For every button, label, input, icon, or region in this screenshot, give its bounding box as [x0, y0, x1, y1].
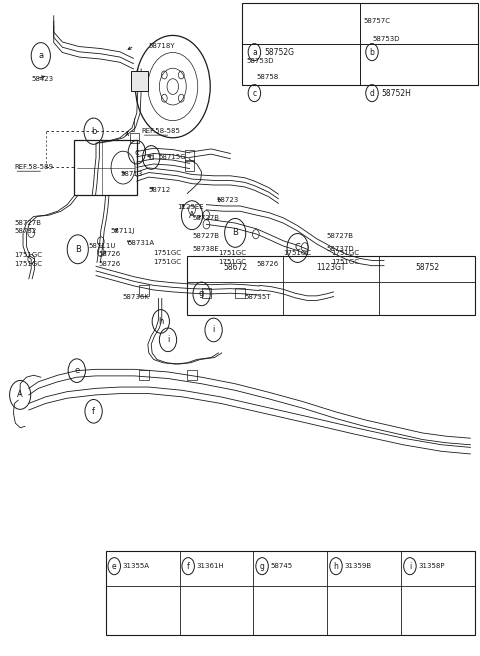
- Text: C: C: [295, 243, 300, 253]
- Text: REF.58-585: REF.58-585: [142, 128, 180, 134]
- Bar: [187, 370, 197, 380]
- Bar: [139, 285, 149, 296]
- Text: 58738E: 58738E: [192, 246, 219, 253]
- Text: 58726: 58726: [98, 261, 120, 268]
- Text: 1751GC: 1751GC: [218, 249, 246, 256]
- Text: b: b: [370, 48, 374, 56]
- Text: b: b: [91, 127, 96, 136]
- Text: 58752: 58752: [415, 263, 439, 272]
- Text: 31359B: 31359B: [345, 563, 372, 569]
- Bar: [106, 551, 475, 635]
- Text: 1751GC: 1751GC: [283, 249, 311, 256]
- Text: 58715G: 58715G: [158, 154, 186, 161]
- Text: a: a: [252, 48, 257, 56]
- Text: d: d: [370, 89, 374, 98]
- Text: c: c: [252, 89, 256, 98]
- Text: 58735T: 58735T: [245, 293, 271, 300]
- Text: 58752H: 58752H: [382, 89, 411, 98]
- Text: 58737D: 58737D: [326, 246, 354, 253]
- Text: 1123GT: 1123GT: [316, 263, 346, 272]
- Text: 58731A: 58731A: [127, 239, 155, 246]
- Text: 58732: 58732: [14, 228, 36, 234]
- Text: 58753D: 58753D: [246, 58, 274, 64]
- Text: A: A: [17, 390, 23, 400]
- Text: g: g: [199, 289, 204, 298]
- Text: 58736K: 58736K: [122, 293, 149, 300]
- Text: i: i: [167, 335, 169, 344]
- Text: g: g: [260, 562, 264, 571]
- Text: 1751GC: 1751GC: [14, 261, 42, 268]
- Text: 31358P: 31358P: [419, 563, 445, 569]
- Text: 58711U: 58711U: [89, 243, 116, 249]
- Bar: [185, 150, 194, 161]
- Text: h: h: [158, 317, 164, 326]
- Text: 58727B: 58727B: [14, 220, 41, 226]
- Text: 1751GC: 1751GC: [14, 251, 42, 258]
- Text: 1751GC: 1751GC: [331, 249, 359, 256]
- Text: 58711J: 58711J: [110, 228, 135, 234]
- Text: 58723: 58723: [216, 197, 238, 203]
- Text: 58423: 58423: [31, 75, 53, 82]
- Bar: [202, 288, 211, 298]
- Text: 1751GC: 1751GC: [154, 249, 181, 256]
- Bar: [242, 3, 478, 85]
- Text: 58727B: 58727B: [192, 233, 219, 239]
- Bar: [187, 256, 475, 315]
- Text: 58757C: 58757C: [364, 18, 391, 24]
- Text: f: f: [92, 407, 95, 416]
- Text: 1751GC: 1751GC: [154, 259, 181, 266]
- Text: B: B: [75, 245, 81, 254]
- Text: 1751GC: 1751GC: [331, 259, 359, 266]
- Text: 58758: 58758: [257, 74, 279, 80]
- Text: 1751GC: 1751GC: [218, 259, 246, 266]
- Text: 58726: 58726: [98, 251, 120, 257]
- Text: 58752G: 58752G: [264, 48, 294, 56]
- Text: B: B: [232, 228, 238, 237]
- Text: 58712: 58712: [149, 187, 171, 194]
- Text: a: a: [38, 51, 43, 60]
- Text: A: A: [189, 211, 195, 220]
- Text: 58718Y: 58718Y: [149, 43, 175, 49]
- Text: i: i: [213, 325, 215, 335]
- Text: e: e: [74, 366, 79, 375]
- Text: 58726: 58726: [257, 261, 279, 268]
- Text: f: f: [187, 562, 190, 571]
- Bar: [139, 370, 149, 380]
- Text: d: d: [148, 153, 154, 162]
- Text: 58753D: 58753D: [372, 35, 399, 41]
- Text: 58745: 58745: [271, 563, 293, 569]
- Bar: [74, 140, 137, 195]
- Text: 58727B: 58727B: [192, 215, 219, 221]
- Text: REF.58-589: REF.58-589: [14, 164, 53, 171]
- Text: 58727B: 58727B: [326, 233, 353, 239]
- Text: 31355A: 31355A: [123, 563, 150, 569]
- Text: i: i: [409, 562, 411, 571]
- Bar: [235, 288, 245, 298]
- Text: e: e: [112, 562, 117, 571]
- FancyBboxPatch shape: [131, 71, 148, 91]
- Text: c: c: [134, 148, 139, 157]
- Text: 1129EE: 1129EE: [178, 203, 204, 210]
- Text: 58713: 58713: [120, 171, 143, 177]
- Text: 31361H: 31361H: [197, 563, 225, 569]
- Bar: [185, 160, 194, 171]
- Bar: [130, 133, 139, 143]
- Text: h: h: [334, 562, 338, 571]
- Text: 58672: 58672: [223, 263, 247, 272]
